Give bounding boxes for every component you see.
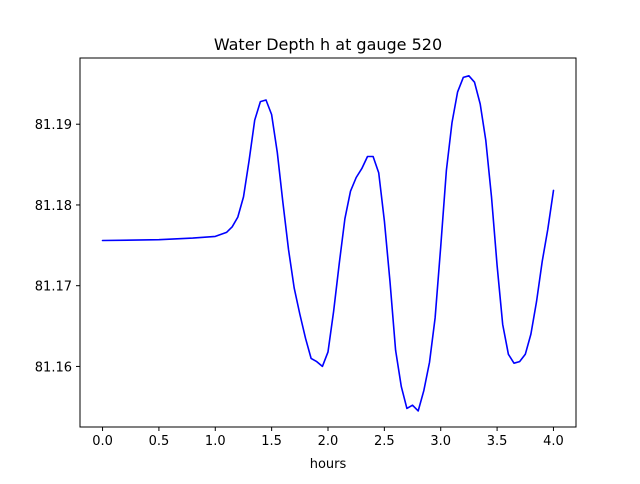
series-line-0 <box>101 75 555 412</box>
x-tick-label: 1.0 <box>205 434 226 449</box>
x-tick-label: 0.5 <box>149 434 170 449</box>
x-tick-label: 3.5 <box>487 434 508 449</box>
plot-series <box>101 75 555 412</box>
y-axis-ticks: 81.16 81.17 81.18 81.19 <box>35 118 80 375</box>
x-axis-ticks: 0.0 0.5 1.0 1.5 2.0 2.5 3.0 3.5 4.0 <box>92 427 564 449</box>
x-axis-label: hours <box>310 457 347 472</box>
plot-area-frame <box>79 57 577 428</box>
chart-title: Water Depth h at gauge 520 <box>214 35 442 54</box>
y-tick-label: 81.17 <box>35 280 72 295</box>
x-tick-label: 2.0 <box>318 434 339 449</box>
y-tick-label: 81.18 <box>35 199 72 214</box>
x-tick-label: 1.5 <box>261 434 282 449</box>
x-tick-label: 3.0 <box>430 434 451 449</box>
y-tick-label: 81.16 <box>35 360 72 375</box>
x-tick-label: 2.5 <box>374 434 395 449</box>
x-tick-label: 4.0 <box>543 434 564 449</box>
x-tick-label: 0.0 <box>92 434 113 449</box>
y-tick-label: 81.19 <box>35 118 72 133</box>
